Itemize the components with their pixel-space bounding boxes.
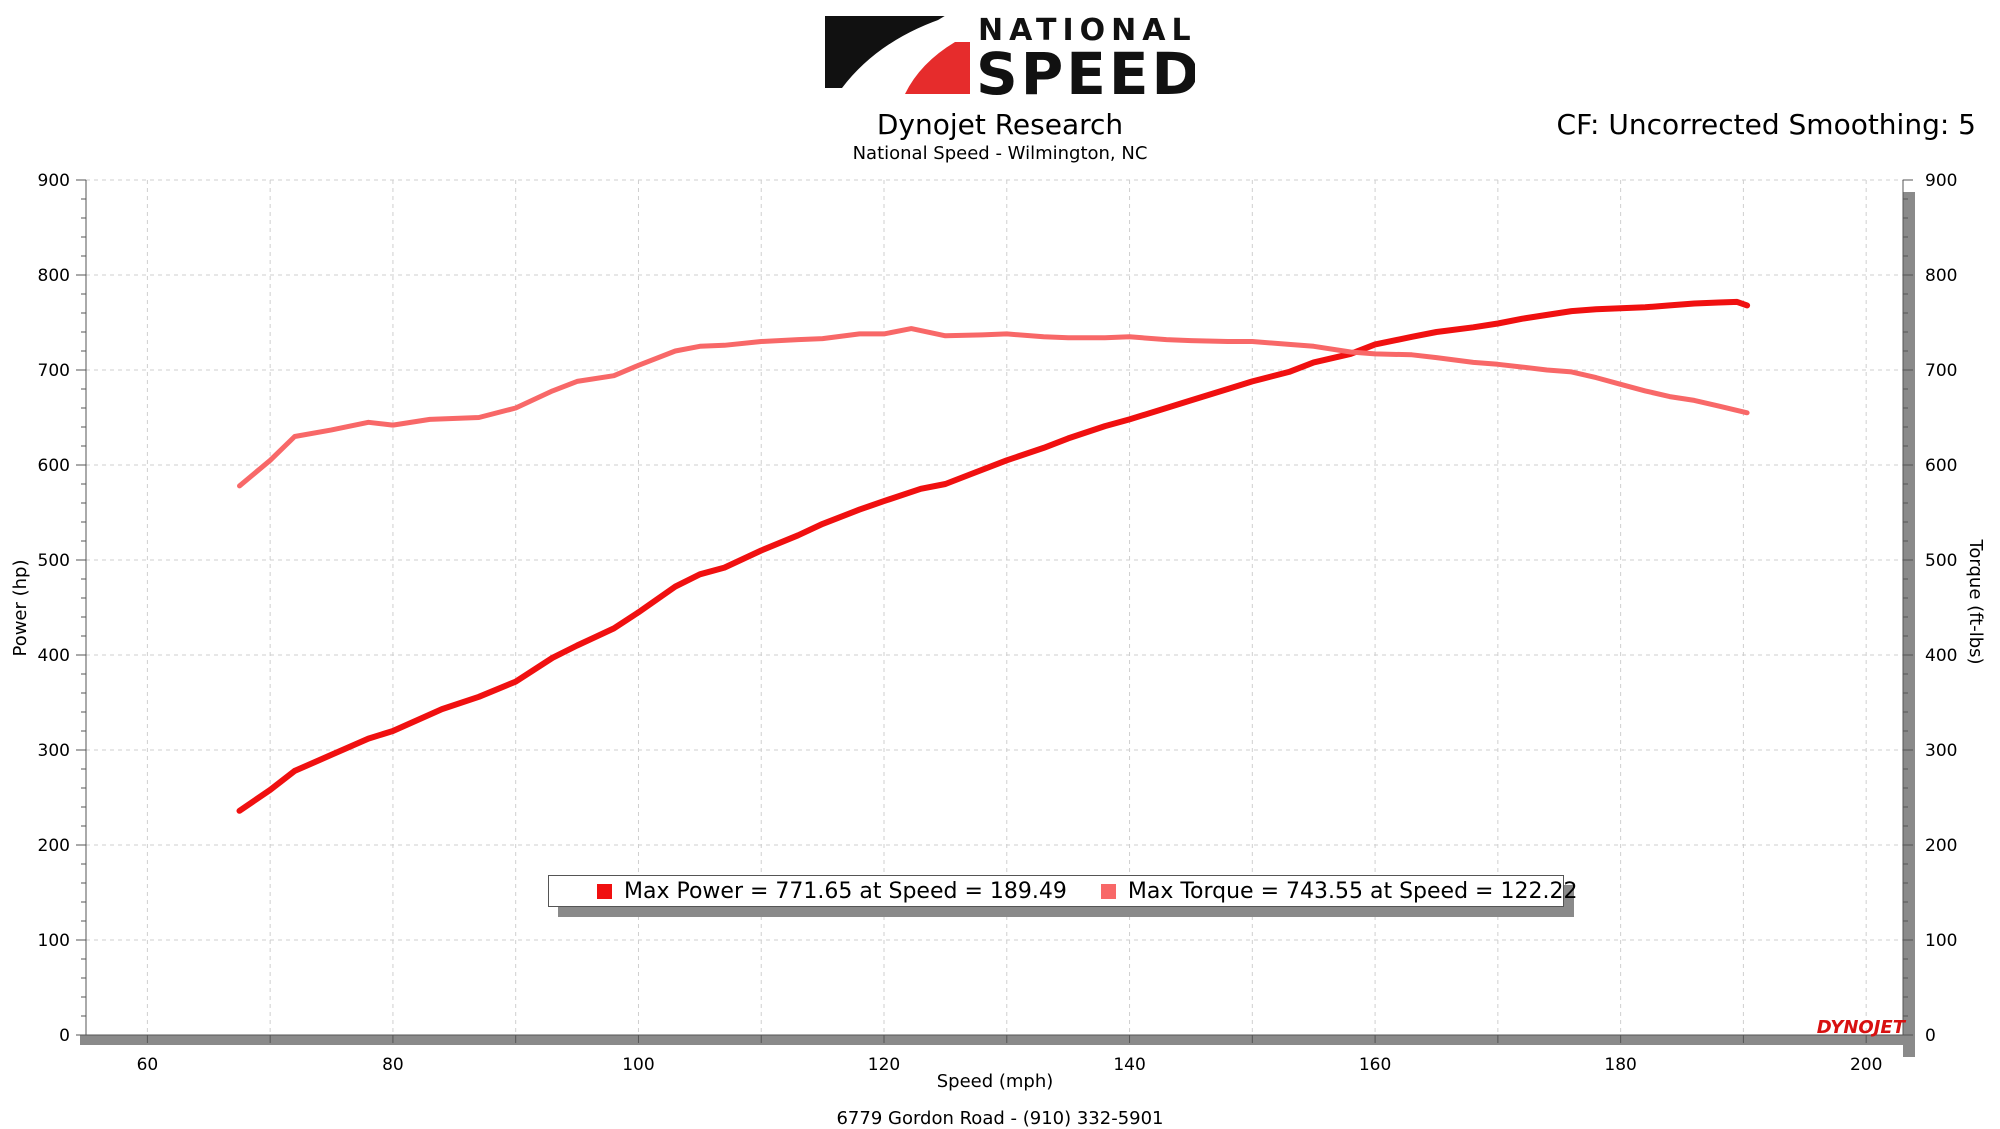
- legend-swatch-torque: [1100, 883, 1116, 899]
- logo-text-top: NATIONAL: [978, 13, 1195, 48]
- tick-label-y-left: 600: [38, 456, 70, 476]
- tick-label-x: 100: [622, 1055, 654, 1075]
- tick-label-x: 200: [1850, 1055, 1882, 1075]
- axis-ticks: [76, 179, 1913, 1043]
- tick-label-y-right: 400: [1925, 646, 1957, 666]
- tick-label-y-left: 800: [38, 266, 70, 286]
- legend-item-power: Max Power = 771.65 at Speed = 189.49: [597, 879, 1067, 904]
- legend-label-power: Max Power = 771.65 at Speed = 189.49: [624, 878, 1067, 904]
- legend-swatch-power: [597, 883, 612, 899]
- tick-label-y-right: 200: [1925, 836, 1957, 856]
- national-speed-logo: NATIONAL SPEED: [825, 13, 1195, 98]
- logo-text-bottom: SPEED: [976, 40, 1195, 98]
- legend-label-torque: Max Torque = 743.55 at Speed = 122.22: [1127, 878, 1578, 904]
- tick-label-x: 160: [1359, 1055, 1391, 1075]
- legend-item-torque: Max Torque = 743.55 at Speed = 122.22: [1100, 878, 1578, 904]
- tick-label-y-left: 500: [38, 551, 70, 571]
- correction-factor-label: CF: Uncorrected Smoothing: 5: [1556, 108, 1976, 141]
- tick-label-y-right: 800: [1925, 266, 1957, 286]
- tick-label-y-left: 300: [38, 741, 70, 761]
- tick-label-y-left: 700: [38, 361, 70, 381]
- series-line-torque: [237, 326, 1750, 489]
- tick-label-y-right: 100: [1925, 931, 1957, 951]
- tick-label-x: 80: [382, 1055, 404, 1075]
- tick-label-y-right: 500: [1925, 551, 1957, 571]
- tick-label-x: 60: [137, 1055, 159, 1075]
- tick-label-y-left: 900: [38, 171, 70, 191]
- tick-label-y-right: 900: [1925, 171, 1957, 191]
- tick-label-x: 120: [868, 1055, 900, 1075]
- series-lines: [236, 298, 1751, 814]
- tick-label-y-right: 600: [1925, 456, 1957, 476]
- tick-label-y-left: 100: [38, 931, 70, 951]
- logo-swoosh-red: [905, 42, 970, 94]
- chart-title: Dynojet Research: [876, 108, 1124, 141]
- x-axis-label: Speed (mph): [937, 1071, 1054, 1092]
- chart-subtitle: National Speed - Wilmington, NC: [852, 143, 1148, 164]
- footer-address: 6779 Gordon Road - (910) 332-5901: [836, 1108, 1164, 1129]
- tick-label-y-left: 400: [38, 646, 70, 666]
- tick-label-x: 180: [1604, 1055, 1636, 1075]
- series-line-power: [236, 298, 1751, 814]
- logo-swoosh-black: [825, 16, 950, 88]
- tick-label-y-right: 700: [1925, 361, 1957, 381]
- tick-label-y-left: 200: [38, 836, 70, 856]
- frame-shadow-right: [1903, 192, 1915, 1057]
- logo-swoosh-stripe: [860, 14, 958, 94]
- tick-label-y-right: 300: [1925, 741, 1957, 761]
- y-axis-label-left: Power (hp): [10, 559, 31, 656]
- dynojet-brand-mark: DYNOJET: [1817, 1017, 1907, 1038]
- tick-label-x: 140: [1113, 1055, 1145, 1075]
- y-axis-label-right: Torque (ft-lbs): [1965, 538, 1986, 664]
- tick-label-y-right: 0: [1925, 1026, 1936, 1046]
- frame-shadow-bottom: [80, 1035, 1915, 1045]
- tick-label-y-left: 0: [59, 1026, 70, 1046]
- plot-frame: [80, 180, 1915, 1057]
- tick-labels: 0 0 100 100 200 200 300 300 400 400 500 500 600 600 70…: [38, 171, 1958, 1075]
- chart-legend: Max Power = 771.65 at Speed = 189.49 Max…: [548, 875, 1577, 907]
